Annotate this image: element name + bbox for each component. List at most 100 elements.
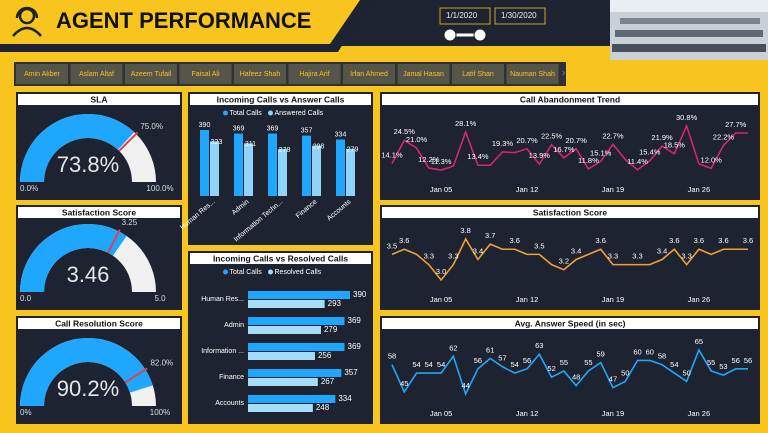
data-label: 55 bbox=[584, 358, 592, 367]
bar-label: 279 bbox=[347, 147, 359, 154]
bar-label: 278 bbox=[279, 147, 291, 154]
scroll-arrow[interactable]: › bbox=[562, 68, 565, 79]
data-label: 30.8% bbox=[676, 113, 698, 122]
data-label: 3.5 bbox=[387, 241, 397, 250]
data-label: 12.0% bbox=[701, 155, 723, 164]
agent-button[interactable] bbox=[125, 64, 177, 84]
agent-button[interactable] bbox=[452, 64, 504, 84]
y-tick-label: Admin bbox=[224, 322, 244, 329]
data-label: 48 bbox=[572, 373, 580, 382]
panel-title-bar bbox=[190, 253, 371, 264]
panel-title: SLA bbox=[91, 94, 108, 104]
data-label: 61 bbox=[486, 345, 494, 354]
data-label: 27.7% bbox=[725, 120, 747, 129]
data-label: 22.5% bbox=[541, 132, 563, 141]
bar-label: 279 bbox=[324, 325, 338, 334]
gauge-target-label: 82.0% bbox=[150, 358, 173, 367]
gauge-value bbox=[20, 338, 153, 406]
gauge-max-label: 100.0% bbox=[146, 184, 173, 193]
legend-dot bbox=[223, 269, 228, 275]
bar-label: 334 bbox=[335, 131, 347, 138]
agent-name[interactable]: Faisal Ali bbox=[191, 71, 219, 78]
agent-name[interactable]: Nauman Shah bbox=[510, 71, 555, 78]
gauge-target-label: 3.25 bbox=[122, 218, 138, 227]
bar bbox=[234, 133, 243, 196]
agent-button[interactable] bbox=[343, 64, 395, 84]
bar-label: 390 bbox=[353, 290, 367, 299]
date-start[interactable]: 1/1/2020 bbox=[446, 11, 478, 20]
agent-name[interactable]: Amin Akber bbox=[24, 71, 60, 78]
x-tick-label: Jan 05 bbox=[430, 409, 453, 418]
panel-title: Call Abandonment Trend bbox=[520, 94, 620, 104]
agent-button[interactable] bbox=[288, 64, 341, 84]
panel-title: Incoming Calls vs Resolved Calls bbox=[213, 253, 348, 263]
data-label: 3.6 bbox=[743, 236, 753, 245]
x-tick-label: Jan 19 bbox=[602, 185, 625, 194]
bar-label: 256 bbox=[318, 351, 332, 360]
data-label: 50 bbox=[621, 368, 629, 377]
data-label: 62 bbox=[449, 343, 457, 352]
date-box[interactable] bbox=[494, 7, 546, 25]
data-label: 28.1% bbox=[455, 119, 477, 128]
data-label: 16.7% bbox=[553, 145, 575, 154]
agent-button[interactable] bbox=[179, 64, 232, 84]
data-label: 58 bbox=[658, 352, 666, 361]
agent-icon bbox=[12, 6, 42, 37]
data-label: 65 bbox=[695, 337, 703, 346]
bar bbox=[248, 300, 325, 308]
data-label: 3.6 bbox=[669, 236, 679, 245]
agent-name[interactable]: Latif Shan bbox=[462, 71, 494, 78]
panel bbox=[380, 92, 760, 200]
panel-title: Incoming Calls vs Answer Calls bbox=[217, 94, 345, 104]
slider-handle[interactable] bbox=[443, 28, 457, 42]
bar bbox=[200, 130, 209, 196]
bar-label: 369 bbox=[348, 342, 362, 351]
agent-button[interactable] bbox=[234, 64, 286, 84]
agent-name[interactable]: Hajira Arif bbox=[299, 71, 329, 78]
data-label: 11.8% bbox=[578, 156, 599, 165]
bar bbox=[248, 369, 342, 377]
agent-button[interactable] bbox=[16, 64, 68, 84]
panel bbox=[380, 316, 760, 424]
bar-label: 369 bbox=[348, 316, 362, 325]
data-label: 56 bbox=[744, 356, 752, 365]
agent-name[interactable]: Jamal Hasan bbox=[403, 71, 444, 78]
bar-label: 298 bbox=[313, 143, 325, 150]
data-label: 54 bbox=[412, 360, 420, 369]
data-label: 3.3 bbox=[424, 252, 434, 261]
agent-name[interactable]: Azeem Tufail bbox=[131, 71, 172, 78]
data-label: 52 bbox=[547, 364, 555, 373]
x-tick-label: Jan 05 bbox=[430, 295, 453, 304]
agent-name[interactable]: Irfan Ahmed bbox=[350, 71, 388, 78]
data-label: 3.4 bbox=[571, 246, 581, 255]
agent-button[interactable] bbox=[506, 64, 559, 84]
x-tick-label: Jan 26 bbox=[688, 295, 711, 304]
bar bbox=[244, 143, 253, 196]
panel-title: Satisfaction Score bbox=[533, 207, 607, 217]
panel-title-bar bbox=[18, 318, 180, 329]
gauge-value bbox=[20, 224, 127, 292]
agent-name[interactable]: Hafeez Shah bbox=[240, 71, 281, 78]
data-label: 3.3 bbox=[632, 252, 642, 261]
data-label: 63 bbox=[535, 341, 543, 350]
data-label: 3.6 bbox=[399, 236, 409, 245]
data-label: 60 bbox=[646, 347, 654, 356]
gauge-max-label: 100% bbox=[150, 408, 170, 417]
date-box[interactable] bbox=[439, 7, 491, 25]
data-label: 56 bbox=[474, 356, 482, 365]
panel-title: Avg. Answer Speed (in sec) bbox=[515, 318, 626, 328]
bar-label: 267 bbox=[321, 377, 335, 386]
date-end[interactable]: 1/30/2020 bbox=[501, 11, 537, 20]
data-label: 19.3% bbox=[492, 139, 514, 148]
agent-button[interactable] bbox=[397, 64, 450, 84]
gauge-value-label: 73.8% bbox=[57, 152, 119, 177]
data-label: 3.6 bbox=[510, 236, 520, 245]
agent-button[interactable] bbox=[70, 64, 123, 84]
bar bbox=[336, 139, 345, 196]
agent-name[interactable]: Aslam Altaf bbox=[79, 71, 114, 78]
panel-title: Satisfaction Score bbox=[62, 207, 136, 217]
slider-handle[interactable] bbox=[473, 28, 487, 42]
x-tick-label: Jan 12 bbox=[516, 295, 539, 304]
bar bbox=[248, 404, 313, 412]
